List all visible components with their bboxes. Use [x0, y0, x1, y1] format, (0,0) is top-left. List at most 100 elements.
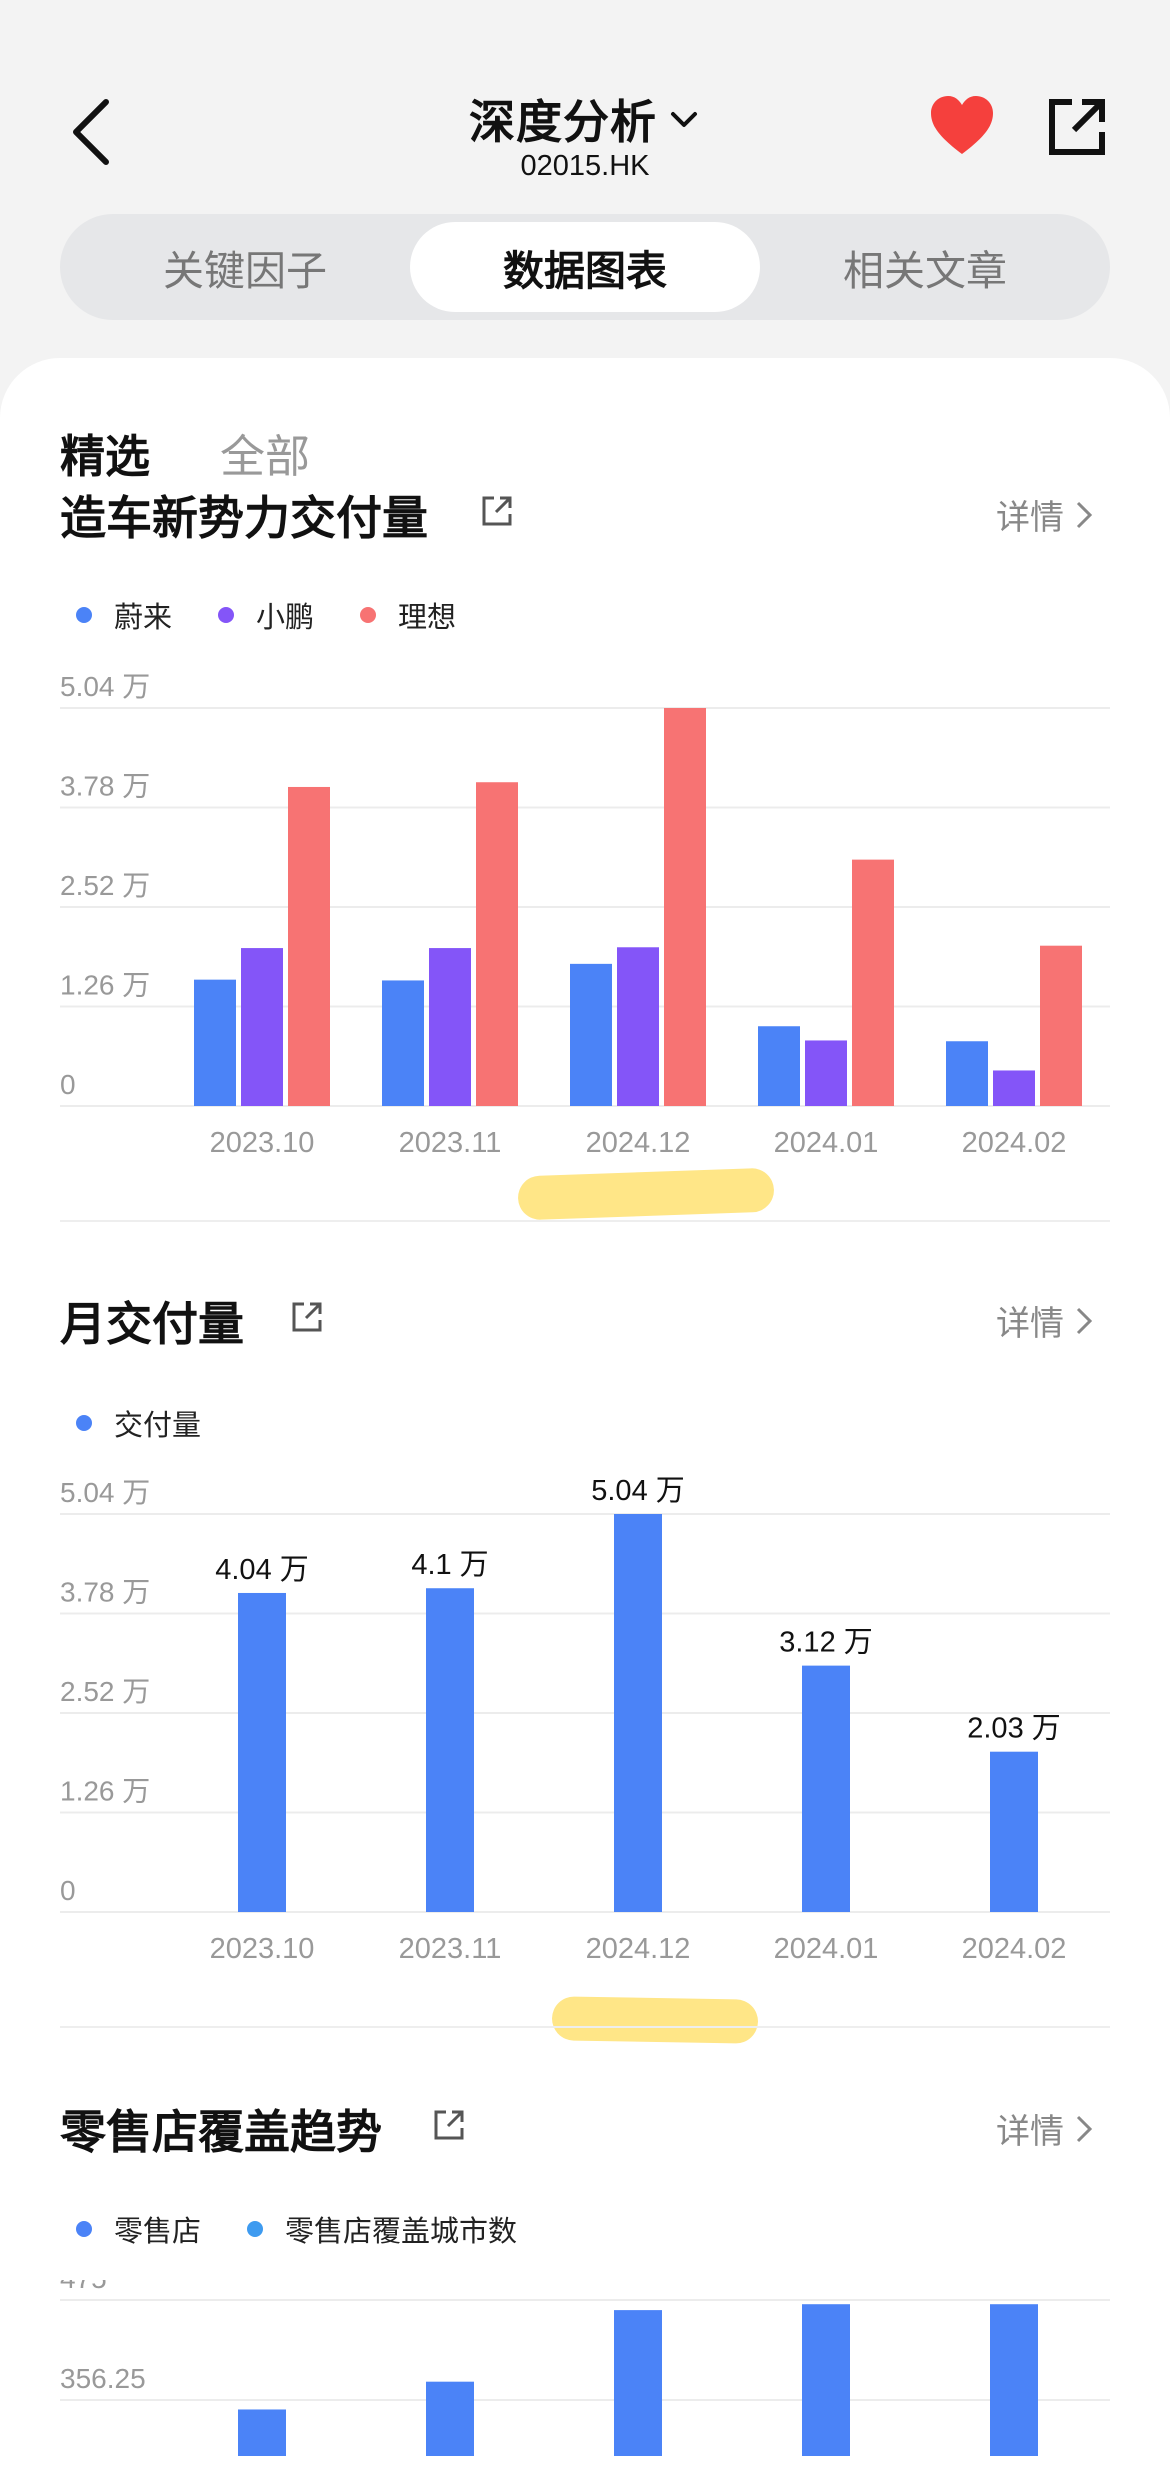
- chart-retail-coverage: 356.25 475: [60, 2280, 1110, 2456]
- y-tick-label: 5.04 万: [60, 1477, 150, 1508]
- y-tick-label: 1.26 万: [60, 1776, 150, 1807]
- legend-label: 理想: [398, 602, 457, 634]
- x-tick-label: 2024.12: [586, 1933, 691, 1965]
- bar[interactable]: [382, 980, 424, 1106]
- content-card: [0, 358, 1170, 2478]
- legend-item-li[interactable]: 理想: [360, 594, 456, 636]
- external-link-icon[interactable]: [432, 2108, 466, 2142]
- chart3-legend: 零售店 零售店覆盖城市数: [76, 2208, 563, 2250]
- data-label: 4.04 万: [215, 1554, 309, 1586]
- legend-dot: [247, 2221, 264, 2237]
- bar[interactable]: [241, 948, 283, 1106]
- y-tick-label: 2.52 万: [60, 1676, 150, 1707]
- y-tick-label: 0: [60, 1875, 76, 1906]
- bar[interactable]: [194, 979, 236, 1106]
- x-tick-label: 2024.12: [586, 1127, 691, 1159]
- legend-label: 交付量: [114, 1410, 202, 1442]
- y-tick-label: 356.25: [60, 2363, 146, 2394]
- bar[interactable]: [852, 859, 894, 1106]
- header: 深度分析 02015.HK 关键因子 数据图表 相关文章: [0, 0, 1170, 340]
- section-title-retail-coverage: 零售店覆盖趋势: [60, 2106, 382, 2158]
- external-link-icon[interactable]: [480, 494, 514, 528]
- legend-item-cities[interactable]: 零售店覆盖城市数: [247, 2208, 517, 2250]
- section-title-new-ev-deliveries: 造车新势力交付量: [60, 492, 428, 544]
- page-title-text: 深度分析: [469, 96, 657, 148]
- highlight-mark: [517, 1167, 775, 1221]
- chart1-legend: 蔚来 小鹏 理想: [76, 594, 502, 636]
- tab-key-factors[interactable]: 关键因子: [163, 248, 327, 294]
- page-title[interactable]: 深度分析: [469, 86, 701, 152]
- detail-label: 详情: [996, 2113, 1064, 2151]
- bar[interactable]: [758, 1026, 800, 1106]
- x-tick-label: 2023.10: [210, 1127, 315, 1159]
- bar[interactable]: [664, 708, 706, 1106]
- bar[interactable]: [946, 1041, 988, 1106]
- detail-link-2[interactable]: 详情: [996, 1296, 1094, 1345]
- bar[interactable]: [238, 1592, 286, 1912]
- bar[interactable]: [802, 2304, 850, 2456]
- section-title-monthly-deliveries: 月交付量: [60, 1298, 244, 1350]
- bar[interactable]: [990, 1751, 1038, 1912]
- y-tick-label: 5.04 万: [60, 671, 150, 702]
- x-tick-label: 2024.02: [962, 1127, 1067, 1159]
- legend-dot: [360, 607, 377, 623]
- bar[interactable]: [426, 2381, 474, 2456]
- share-icon[interactable]: [1046, 96, 1108, 158]
- filter-all[interactable]: 全部: [220, 431, 311, 482]
- legend-label: 小鹏: [256, 602, 315, 634]
- legend-dot: [76, 2221, 92, 2237]
- data-label: 3.12 万: [779, 1627, 873, 1659]
- highlight-mark: [551, 1996, 759, 2044]
- bar[interactable]: [426, 1588, 474, 1912]
- bar[interactable]: [805, 1040, 847, 1106]
- tab-related-articles[interactable]: 相关文章: [843, 248, 1007, 294]
- bar[interactable]: [614, 1514, 662, 1912]
- legend-item-stores[interactable]: 零售店: [76, 2208, 201, 2250]
- section-divider: [60, 2026, 1110, 2028]
- bar[interactable]: [238, 2409, 286, 2456]
- bar[interactable]: [990, 2304, 1038, 2456]
- legend-item-nio[interactable]: 蔚来: [76, 594, 172, 636]
- bar[interactable]: [429, 948, 471, 1106]
- section-divider: [60, 1220, 1110, 1222]
- tab-data-charts[interactable]: 数据图表: [410, 222, 760, 312]
- chart2-legend: 交付量: [76, 1402, 247, 1444]
- legend-label: 零售店覆盖城市数: [285, 2216, 518, 2248]
- bar[interactable]: [288, 786, 330, 1106]
- x-tick-label: 2023.10: [210, 1933, 315, 1965]
- detail-link-1[interactable]: 详情: [996, 490, 1094, 539]
- bar[interactable]: [617, 947, 659, 1106]
- legend-dot: [76, 1415, 92, 1431]
- filter-featured[interactable]: 精选: [60, 431, 151, 482]
- chevron-right-icon: [1076, 2115, 1093, 2142]
- bar[interactable]: [570, 963, 612, 1106]
- chart-monthly-deliveries: 0 1.26 万 2.52 万 3.78 万 5.04 万 4.04 万 4.1 万 5.04…: [60, 1475, 1110, 1965]
- bar[interactable]: [1040, 945, 1082, 1106]
- y-tick-label: 3.78 万: [60, 1577, 150, 1608]
- segment-tabs: 关键因子 数据图表 相关文章: [60, 214, 1110, 320]
- back-arrow-icon[interactable]: [62, 92, 122, 172]
- x-tick-label: 2023.11: [399, 1933, 502, 1965]
- bar[interactable]: [614, 2310, 662, 2456]
- bar[interactable]: [993, 1070, 1035, 1106]
- x-tick-label: 2023.11: [399, 1127, 502, 1159]
- x-tick-label: 2024.01: [774, 1933, 879, 1965]
- legend-label: 蔚来: [114, 602, 173, 634]
- x-tick-label: 2024.01: [774, 1127, 879, 1159]
- legend-dot: [76, 607, 92, 623]
- chart-new-ev-deliveries: 0 1.26 万 2.52 万 3.78 万 5.04 万 2023.10 2023.11 2…: [60, 671, 1110, 1159]
- legend-item-deliveries[interactable]: 交付量: [76, 1402, 201, 1444]
- bar[interactable]: [476, 782, 518, 1106]
- external-link-icon[interactable]: [290, 1300, 324, 1334]
- y-tick-label: 2.52 万: [60, 870, 150, 901]
- title-wrap: 深度分析: [0, 86, 1170, 152]
- bar[interactable]: [802, 1665, 850, 1912]
- legend-item-xpeng[interactable]: 小鹏: [218, 594, 314, 636]
- heart-icon[interactable]: [928, 94, 996, 158]
- x-tick-label: 2024.02: [962, 1933, 1067, 1965]
- y-tick-label: 3.78 万: [60, 771, 150, 802]
- detail-link-3[interactable]: 详情: [996, 2104, 1094, 2153]
- y-tick-label: 1.26 万: [60, 970, 150, 1001]
- chevron-right-icon: [1076, 1307, 1093, 1334]
- chevron-right-icon: [1076, 501, 1093, 528]
